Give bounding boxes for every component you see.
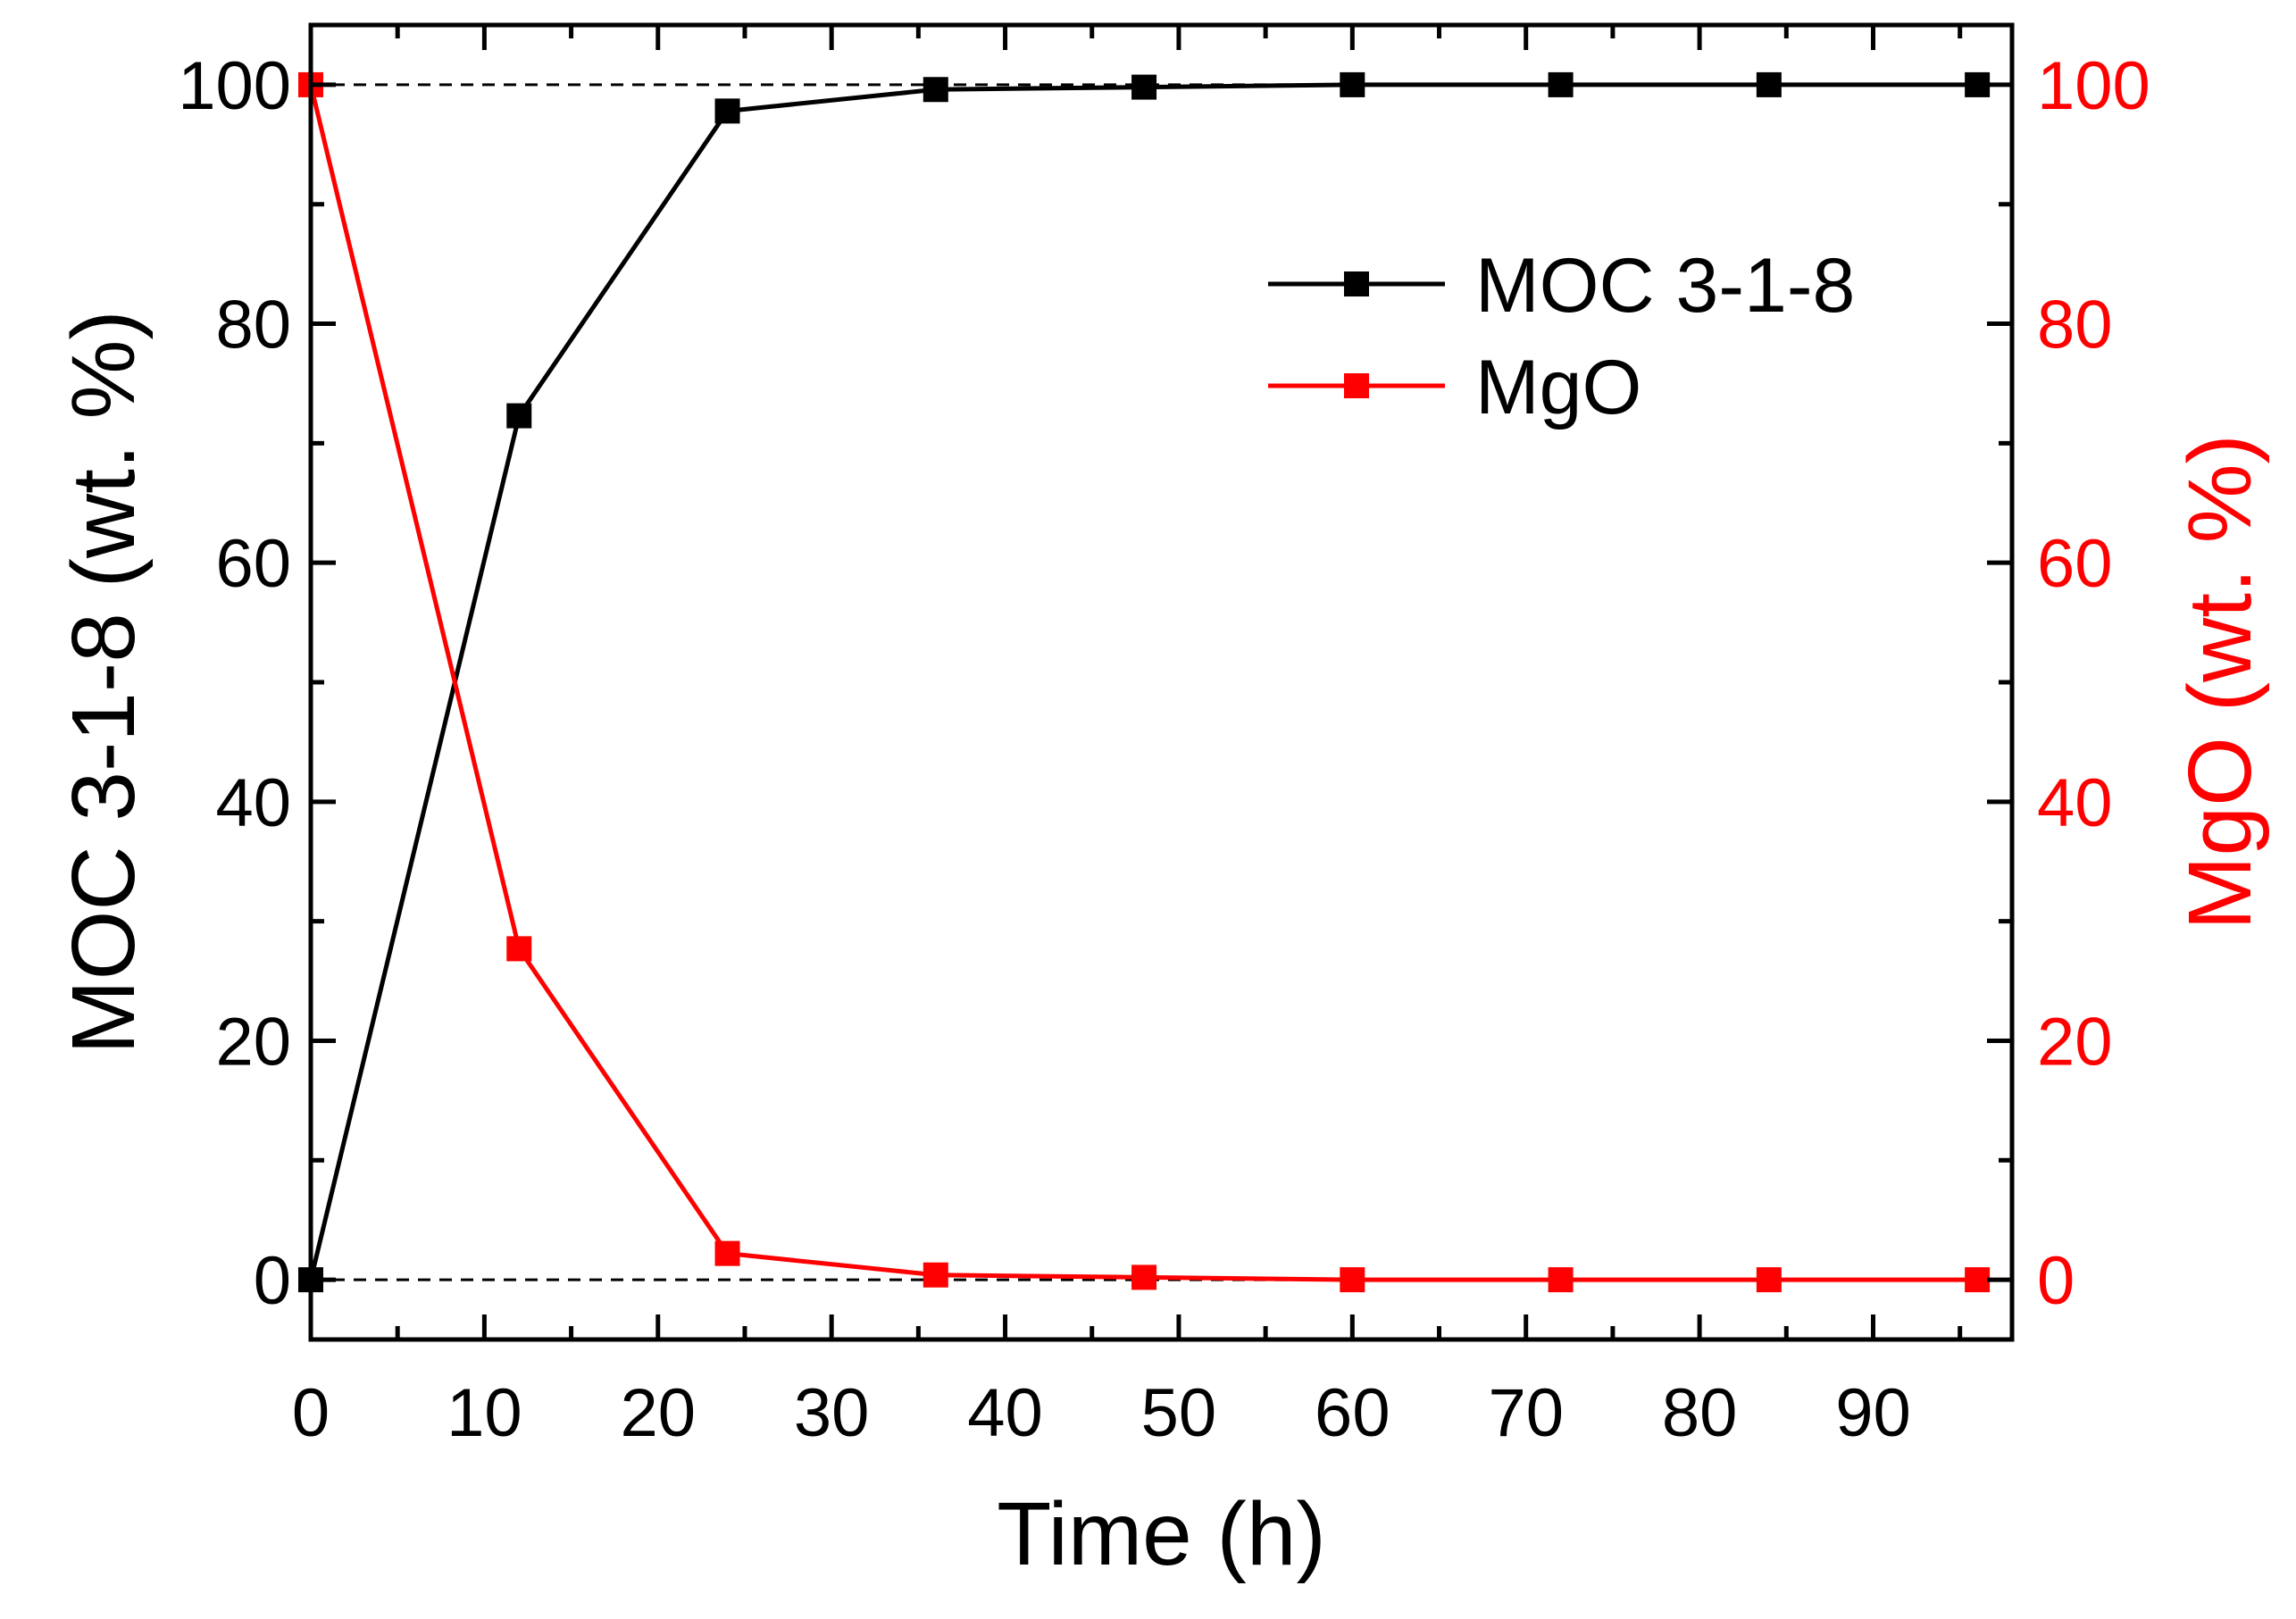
x-tick-label: 30 [794, 1375, 870, 1451]
x-tick-label: 70 [1488, 1375, 1564, 1451]
data-point-series-1 [714, 1240, 740, 1266]
data-point-series-1 [1131, 1264, 1157, 1290]
legend-label-moc: MOC 3-1-8 [1475, 243, 1855, 329]
y-left-tick-label: 40 [215, 765, 291, 841]
y-axis-left-title: MOC 3-1-8 (wt. %) [54, 310, 154, 1054]
data-point-series-0 [1340, 71, 1365, 97]
data-point-series-0 [1965, 71, 1991, 97]
data-point-series-1 [1548, 1267, 1574, 1293]
y-right-tick-label: 0 [2037, 1243, 2075, 1319]
y-axis-right-title: MgO (wt. %) [2170, 434, 2270, 931]
legend: MOC 3-1-8 MgO [1268, 243, 1855, 430]
y-right-tick-label: 60 [2037, 526, 2113, 602]
y-axis-right: 0 20 40 60 80 100 [1987, 48, 2150, 1319]
data-point-series-1 [1340, 1267, 1365, 1293]
y-right-tick-label: 40 [2037, 765, 2113, 841]
data-point-series-0 [1131, 74, 1157, 100]
y-left-tick-label: 60 [215, 526, 291, 602]
x-tick-label: 40 [967, 1375, 1043, 1451]
x-tick-label: 60 [1315, 1375, 1390, 1451]
data-point-series-0 [506, 403, 532, 429]
x-tick-label: 10 [447, 1375, 522, 1451]
y-right-tick-label: 20 [2037, 1004, 2113, 1080]
x-tick-label: 0 [292, 1375, 330, 1451]
data-point-series-0 [1548, 71, 1574, 97]
data-point-series-0 [1756, 71, 1782, 97]
y-left-tick-label: 20 [215, 1004, 291, 1080]
y-left-tick-label: 0 [254, 1243, 291, 1319]
x-axis: 0 10 20 30 40 50 60 70 80 90 [292, 25, 1963, 1451]
plot-frame [308, 22, 2015, 1342]
y-right-tick-label: 80 [2037, 288, 2113, 363]
y-right-tick-label: 100 [2037, 48, 2150, 124]
y-left-tick-label: 100 [178, 48, 291, 124]
legend-label-mgo: MgO [1475, 345, 1641, 430]
legend-marker-moc [1344, 271, 1369, 296]
legend-marker-mgo [1344, 373, 1369, 398]
y-axis-left: 0 20 40 60 80 100 [178, 48, 336, 1319]
x-tick-label: 80 [1662, 1375, 1738, 1451]
x-tick-label: 50 [1141, 1375, 1217, 1451]
data-point-series-1 [506, 936, 532, 962]
data-point-series-1 [1756, 1267, 1782, 1293]
data-point-series-1 [1965, 1267, 1991, 1293]
x-tick-label: 90 [1835, 1375, 1911, 1451]
y-left-tick-label: 80 [215, 288, 291, 363]
data-point-series-0 [714, 98, 740, 124]
x-tick-label: 20 [621, 1375, 697, 1451]
data-point-series-1 [923, 1262, 948, 1288]
data-point-series-0 [923, 77, 948, 103]
x-axis-title: Time (h) [997, 1484, 1326, 1584]
